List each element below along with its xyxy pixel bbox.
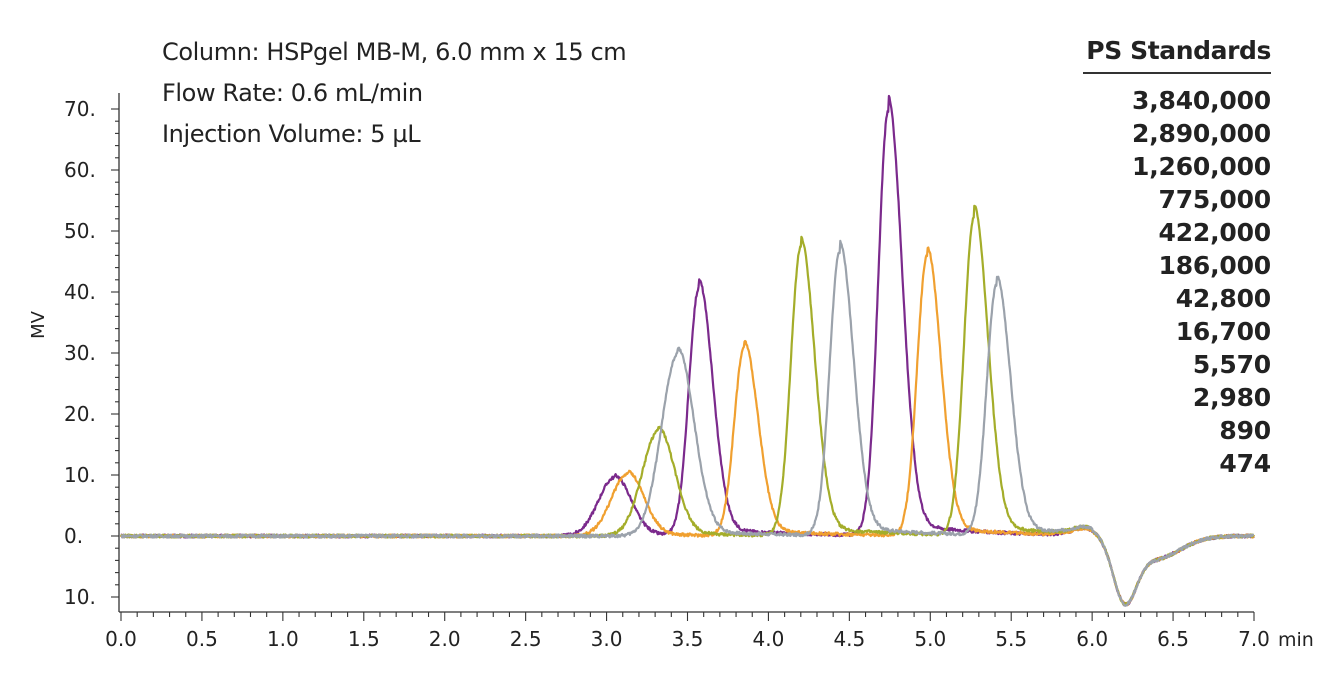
x-tick-label: 4.5 (833, 627, 865, 651)
y-tick-label: 50. (64, 219, 96, 243)
y-axis-label: MV (28, 310, 49, 339)
x-axis-label: min (1278, 629, 1314, 651)
legend-entry: 2,980 (1192, 383, 1271, 412)
series-line (120, 239, 1255, 607)
x-tick-label: 0.0 (105, 627, 137, 651)
legend-entry: 5,570 (1192, 350, 1271, 379)
legend-entry: 1,260,000 (1132, 152, 1271, 181)
injection-volume-info: Injection Volume: 5 µL (162, 120, 421, 148)
x-tick-label: 1.5 (348, 627, 380, 651)
x-tick-label: 0.5 (186, 627, 218, 651)
y-tick-label: 20. (64, 402, 96, 426)
y-tick-label: 0. (64, 524, 83, 548)
x-tick-label: 2.0 (429, 627, 461, 651)
x-tick-label: 6.5 (1157, 627, 1189, 651)
legend-entry: 890 (1219, 416, 1271, 445)
series-line (119, 246, 1256, 607)
legend-entry: 16,700 (1175, 317, 1271, 346)
flow-rate-info: Flow Rate: 0.6 mL/min (162, 79, 423, 107)
x-tick-label: 4.0 (753, 627, 785, 651)
x-tick-label: 7.0 (1238, 627, 1270, 651)
x-tick-label: 5.0 (914, 627, 946, 651)
y-tick-label: 10. (64, 585, 96, 609)
series-layer (119, 94, 1256, 607)
ticks-layer: 0.0 0.5 1.0 1.5 2.0 2.5 3.0 3.5 4.0 4.5 5.0 5.5 6.0 6… (28, 97, 1314, 651)
legend-entry: 42,800 (1175, 284, 1271, 313)
x-tick-label: 2.5 (510, 627, 542, 651)
legend-entry: 422,000 (1158, 218, 1272, 247)
x-tick-label: 6.0 (1076, 627, 1108, 651)
legend-entry: 3,840,000 (1132, 86, 1271, 115)
legend-entry: 2,890,000 (1132, 119, 1271, 148)
legend-entry: 775,000 (1158, 185, 1272, 214)
column-info: Column: HSPgel MB-M, 6.0 mm x 15 cm (162, 38, 627, 66)
legend-divider (1083, 72, 1271, 74)
legend-entry: 474 (1219, 449, 1271, 478)
legend-entry: 186,000 (1158, 251, 1272, 280)
x-tick-label: 3.0 (591, 627, 623, 651)
legend-title: PS Standards (1086, 36, 1271, 65)
x-tick-label: 1.0 (267, 627, 299, 651)
y-tick-label: 10. (64, 463, 96, 487)
y-tick-label: 30. (64, 341, 96, 365)
x-tick-label: 5.5 (995, 627, 1027, 651)
y-tick-label: 60. (64, 158, 96, 182)
y-tick-label: 70. (64, 97, 96, 121)
x-tick-label: 3.5 (672, 627, 704, 651)
y-tick-label: 40. (64, 280, 96, 304)
